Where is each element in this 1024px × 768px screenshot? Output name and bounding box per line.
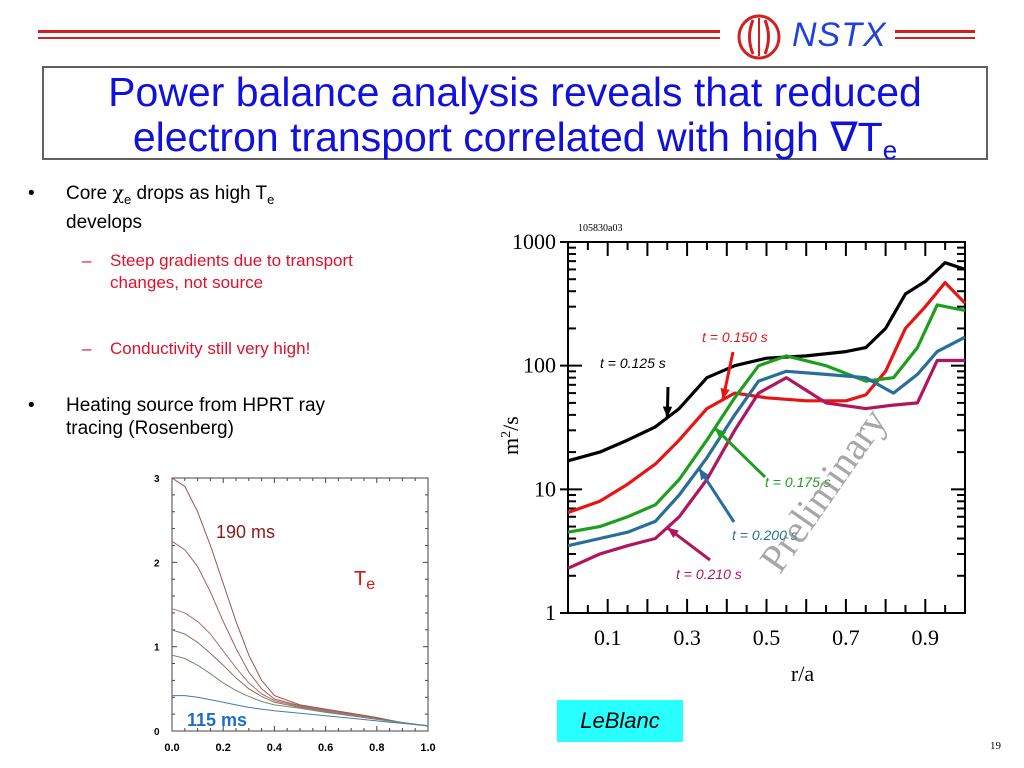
- y-tick-label: 100: [523, 353, 556, 378]
- bullet-text-b: drops as high T: [131, 183, 268, 204]
- y-axis-label-main: m: [498, 438, 523, 455]
- header-rule-top: [38, 30, 720, 33]
- bullet-text-a: Core: [66, 183, 113, 204]
- series-label-0: t = 0.125 s: [600, 355, 666, 371]
- te-profile-line-0: [171, 477, 429, 727]
- sub-item-text: Steep gradients due to transport changes…: [110, 251, 353, 292]
- te-profile-line-5: [172, 695, 429, 727]
- te-x-tick-label: 1.0: [420, 742, 435, 754]
- chart-id-label: 105830a03: [578, 223, 622, 234]
- te-profile-chart: 0 1 2 3 0.0 0.2 0.4 0.6 0.8 1.0 190 ms 115 ms Te: [154, 474, 436, 754]
- series-line-4: [567, 358, 965, 570]
- series-group: [567, 261, 967, 570]
- sub-item-text: Conductivity still very high!: [110, 339, 311, 358]
- x-tick-label: 0.9: [912, 625, 940, 650]
- te-y-tick-label: 1: [154, 643, 160, 654]
- te-y-tick-label: 0: [154, 727, 160, 738]
- te-variable-sub: e: [366, 576, 375, 593]
- te-variable-label: Te: [354, 568, 375, 593]
- te-x-tick-label: 0.4: [267, 742, 283, 754]
- sub-dash: –: [82, 251, 92, 270]
- series-line-2: [567, 303, 966, 534]
- x-tick-label: 0.5: [753, 625, 781, 650]
- te-variable-main: T: [354, 568, 366, 590]
- chi-sub: e: [123, 191, 132, 207]
- page-title: Power balance analysis reveals that redu…: [44, 70, 986, 173]
- bullet-text: Heating source from HPRT ray tracing (Ro…: [66, 395, 326, 439]
- author-badge: LeBlanc: [557, 700, 683, 742]
- x-tick-label: 0.1: [594, 625, 622, 650]
- y-axis-label-sup: 2: [499, 431, 514, 438]
- series-line-3: [567, 335, 966, 548]
- series-label-1: t = 0.150 s: [702, 329, 768, 345]
- page-number: 19: [990, 740, 1001, 752]
- te-y-tick-label: 2: [154, 558, 160, 569]
- series-line-1: [567, 281, 967, 515]
- header-rule-right-bottom: [895, 37, 975, 39]
- series-label-3: t = 0.200 s: [732, 527, 798, 543]
- annotation-arrow-2: [713, 426, 767, 479]
- diffusivity-chart: 105830a03 1 10 100 1000 0.1 0.3 0.5 0.7 0.9 r/a m2/…: [498, 223, 967, 686]
- series-label-4: t = 0.210 s: [676, 566, 742, 582]
- x-axis-label: r/a: [791, 661, 814, 686]
- bullet-text-c: develops: [66, 211, 143, 233]
- te-profile-line-4: [171, 654, 429, 727]
- title-var-sub: e: [882, 135, 898, 165]
- te-x-tick-label: 0.8: [369, 742, 384, 754]
- bullet-text: Core χe drops as high Te develops: [66, 182, 386, 234]
- chi-symbol: χ: [112, 182, 124, 204]
- nstx-logo-icon: [737, 14, 781, 60]
- te-plot-frame: [171, 477, 429, 732]
- annotation-arrowhead-4: [667, 527, 679, 539]
- title-var: T: [857, 114, 883, 160]
- series-label-2: t = 0.175 s: [765, 474, 831, 490]
- te-label-190ms: 190 ms: [216, 522, 275, 542]
- nabla-symbol: ∇: [830, 113, 858, 161]
- sub-dash: –: [82, 339, 92, 358]
- bullet-dot: •: [28, 395, 35, 416]
- y-tick-label: 1: [545, 600, 556, 625]
- annotation-arrowhead-0: [662, 406, 673, 418]
- te-sub: e: [267, 191, 275, 207]
- y-axis-label: m2/s: [498, 416, 523, 455]
- title-box: [42, 66, 988, 160]
- annotation-arrowhead-2: [714, 428, 727, 440]
- y-tick-label: 1000: [512, 229, 556, 254]
- te-x-tick-label: 0.0: [164, 742, 179, 754]
- te-profile-line-1: [171, 540, 429, 727]
- te-y-tick-label: 3: [154, 474, 160, 485]
- te-x-tick-label: 0.6: [318, 742, 333, 754]
- logo-text: NSTX: [792, 16, 887, 54]
- annotation-arrowhead-3: [699, 468, 709, 481]
- bullet-dot: •: [28, 183, 35, 204]
- title-line-1: Power balance analysis reveals that redu…: [108, 69, 922, 115]
- header-rule-bottom: [38, 37, 720, 39]
- x-tick-label: 0.7: [832, 625, 860, 650]
- title-line-2-text: electron transport correlated with high: [132, 114, 831, 160]
- x-tick-label: 0.3: [673, 625, 701, 650]
- header-rule-right-top: [895, 30, 975, 33]
- annotation-arrowhead-1: [720, 387, 730, 400]
- y-axis-label-tail: /s: [498, 416, 523, 431]
- title-line-2: electron transport correlated with high …: [44, 115, 986, 173]
- te-label-115ms: 115 ms: [187, 710, 247, 730]
- y-tick-label: 10: [534, 476, 556, 501]
- te-x-tick-label: 0.2: [216, 742, 231, 754]
